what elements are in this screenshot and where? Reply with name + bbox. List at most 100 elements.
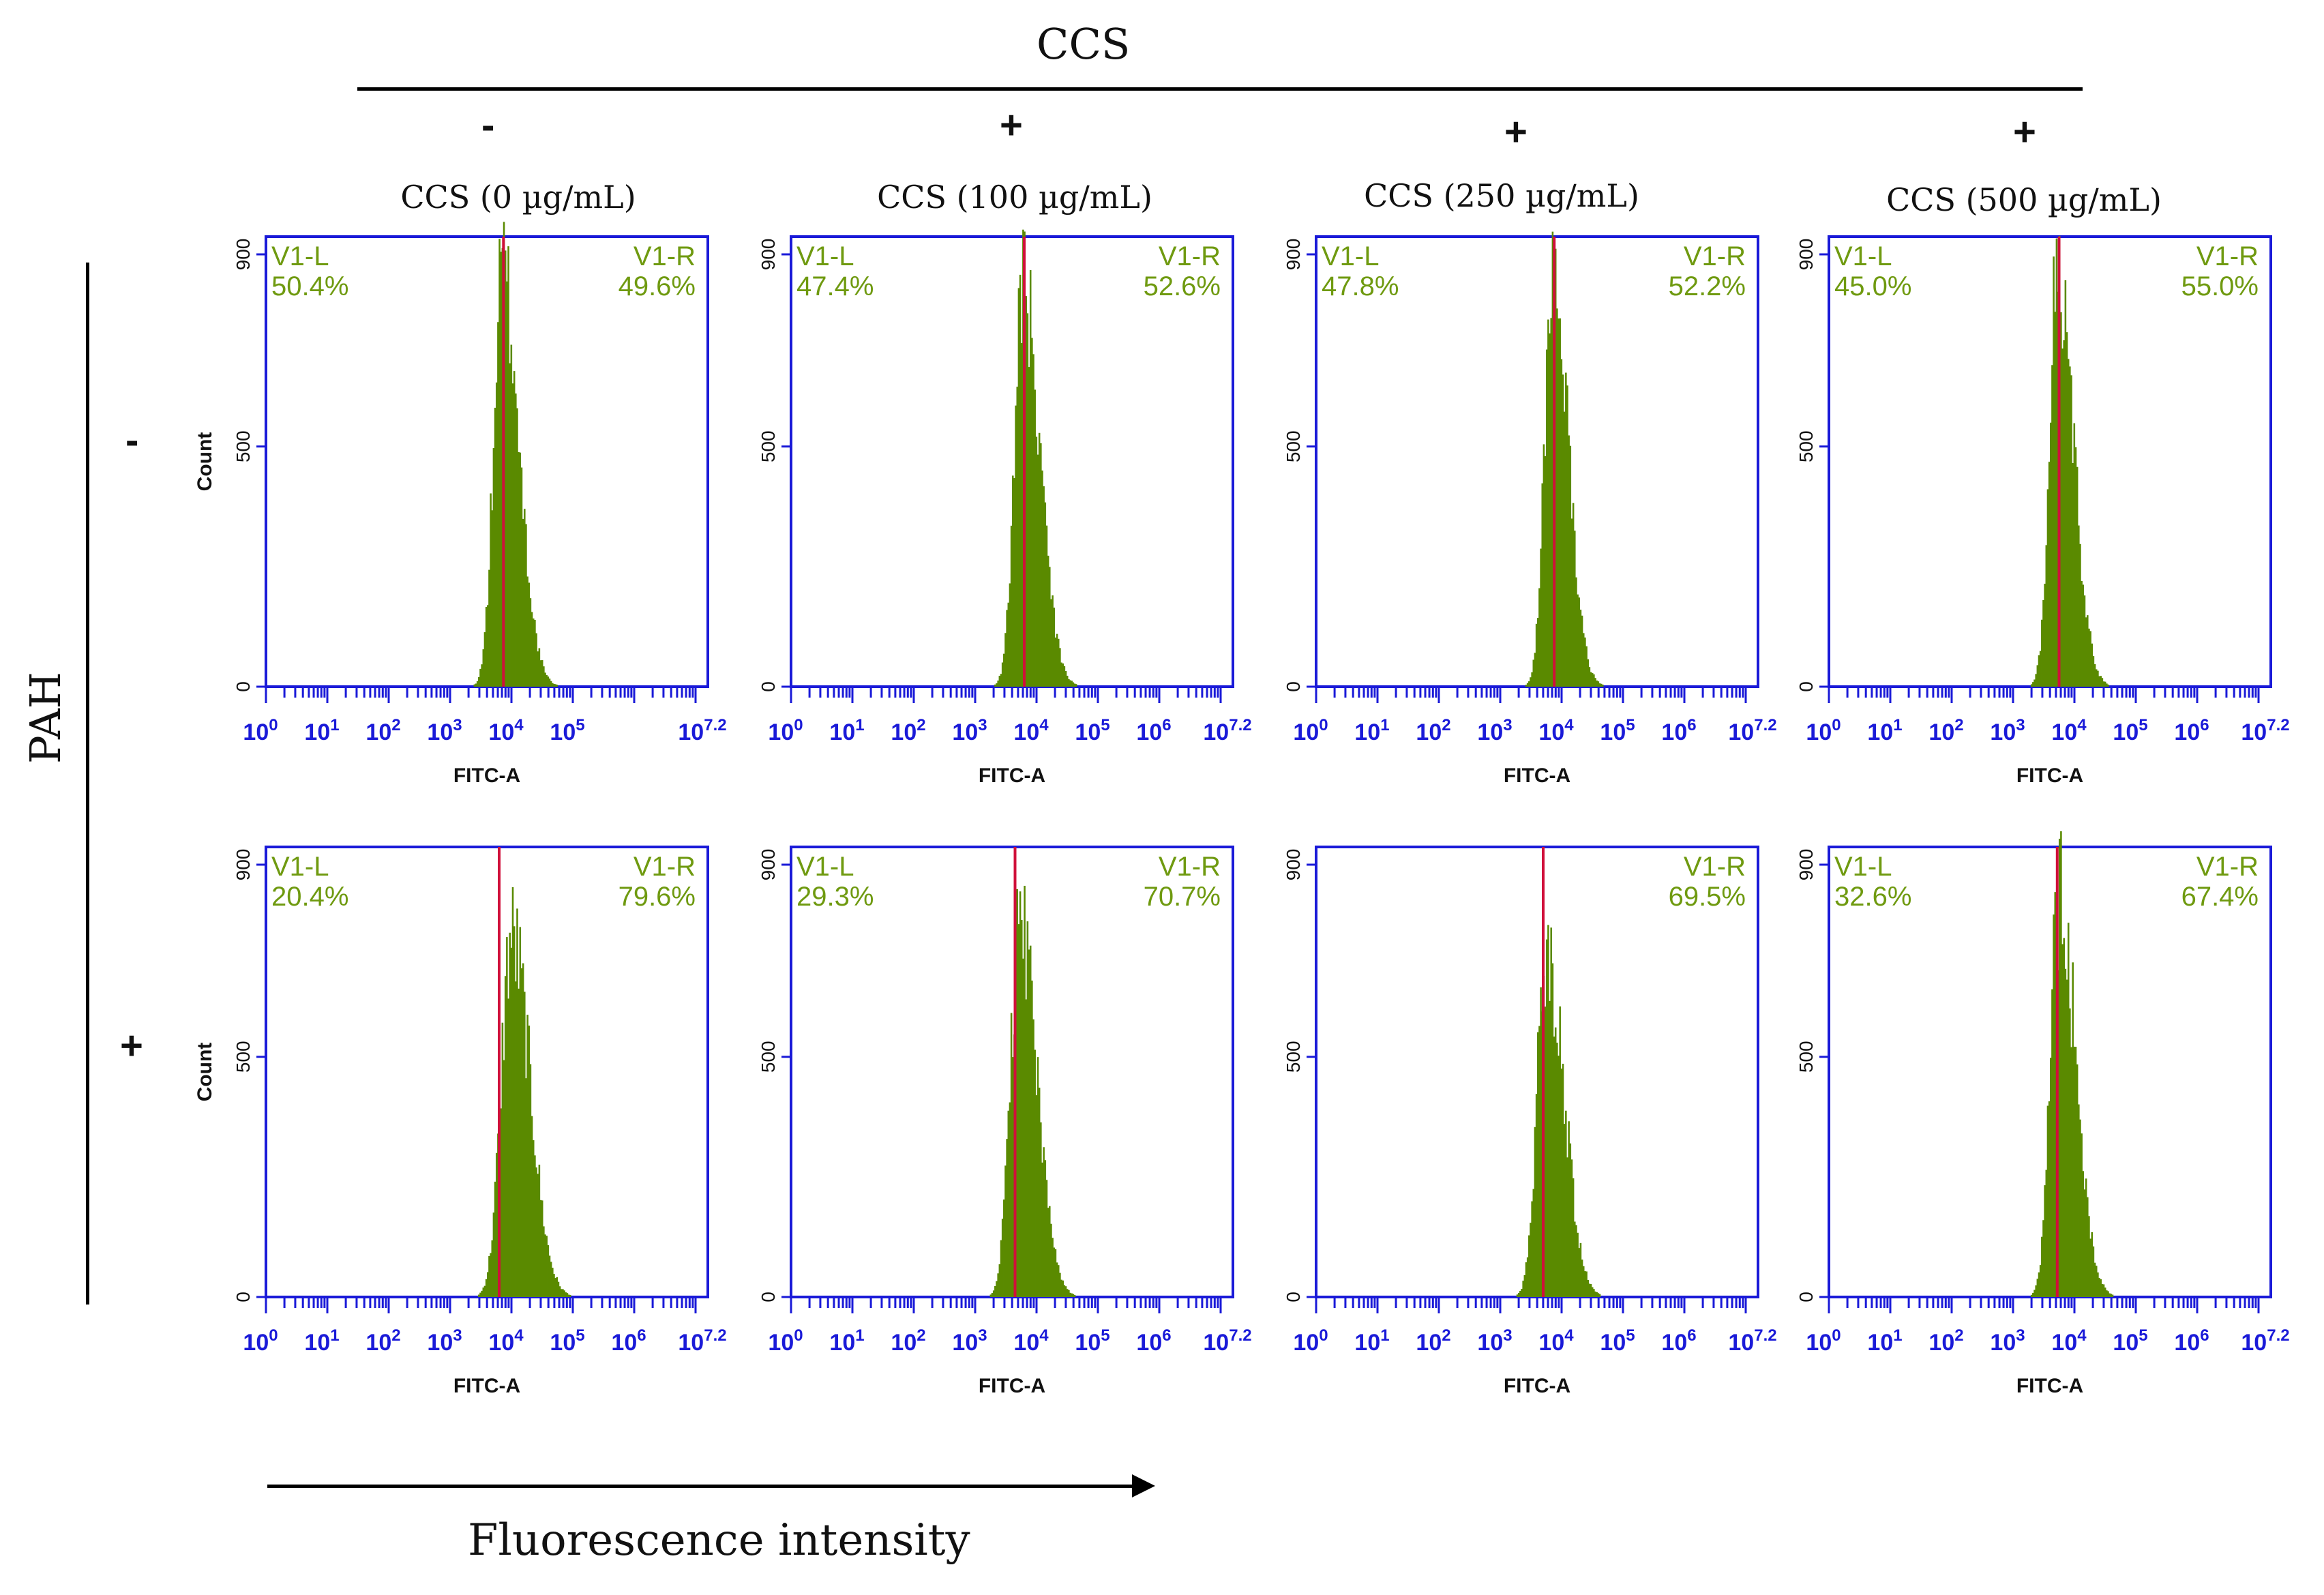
histogram-bar <box>522 518 524 687</box>
histogram-bar <box>1064 1286 1067 1297</box>
histogram-bar <box>2087 615 2089 687</box>
histogram-bar <box>500 1108 502 1297</box>
histogram-bar <box>518 988 520 1297</box>
histogram-bar <box>524 509 526 687</box>
right-gate-label: V1-R <box>634 241 696 271</box>
histogram-bar <box>2050 422 2052 687</box>
ccs-header: CCS <box>1037 19 1131 69</box>
left-gate-label: V1-L <box>1322 241 1380 271</box>
histogram-bar <box>2050 1058 2052 1297</box>
right-gate-value: 55.0% <box>2181 271 2259 301</box>
histogram-bar <box>537 1174 539 1297</box>
histogram-bar <box>497 322 499 687</box>
x-tick-label: 100 <box>243 1326 278 1356</box>
histogram-bar <box>481 664 483 687</box>
histogram-bar <box>1588 1283 1591 1297</box>
histogram-bar <box>1057 638 1060 687</box>
histogram-bar <box>1532 659 1535 687</box>
histogram-bar <box>1550 927 1552 1297</box>
histogram-bar <box>541 660 543 687</box>
histogram-bar <box>1596 1292 1598 1297</box>
histogram-bar <box>1064 671 1067 687</box>
histogram-bar <box>483 632 486 687</box>
histogram-bar <box>2053 914 2055 1297</box>
x-tick-label: 101 <box>304 1326 339 1356</box>
histogram-bar <box>524 992 526 1297</box>
histogram-bar <box>1538 1026 1540 1297</box>
histogram-bar <box>1072 682 1075 687</box>
y-tick-label: 0 <box>233 681 254 692</box>
x-tick-label: 107.2 <box>1203 716 1251 745</box>
histogram-bar <box>2053 256 2055 687</box>
histogram-bar <box>1044 1160 1047 1297</box>
histogram-bar <box>1045 1180 1048 1297</box>
histogram-bar <box>1037 454 1039 687</box>
histogram-bar <box>561 1289 563 1297</box>
x-tick-label: 101 <box>304 716 339 745</box>
histogram-bar <box>1593 674 1595 687</box>
histogram-bar <box>473 684 476 687</box>
histogram-bar <box>526 1015 528 1297</box>
histogram-bar <box>1056 633 1058 687</box>
histogram-bar <box>2087 1197 2089 1297</box>
histogram-bar <box>487 605 489 687</box>
histogram-bar <box>2088 628 2090 687</box>
histogram-bar <box>503 1060 505 1297</box>
histogram-bar <box>992 1290 995 1297</box>
histogram-bar <box>1545 349 1548 687</box>
histogram-bar <box>1562 1063 1564 1297</box>
histogram-bar <box>1541 483 1544 687</box>
panel-title-col2: CCS (100 µg/mL) <box>877 179 1152 215</box>
histogram-bar <box>1560 359 1563 687</box>
y-axis-label: Count <box>194 432 216 492</box>
histogram-bar <box>2074 1047 2077 1297</box>
histogram-bar <box>1066 675 1069 687</box>
histogram-bar <box>1581 1259 1583 1297</box>
histogram-bar <box>1528 1235 1530 1297</box>
left-gate-label: V1-L <box>796 241 854 271</box>
histogram-bar <box>1526 683 1529 687</box>
x-tick-label: 104 <box>2051 716 2087 745</box>
histogram-bar <box>2042 599 2044 687</box>
histogram-bar <box>2032 1292 2034 1297</box>
histogram-bar <box>1004 1165 1007 1297</box>
histogram-bar <box>2092 1246 2095 1297</box>
histogram-bar <box>1574 1221 1576 1297</box>
histogram-bar <box>1069 680 1071 687</box>
histogram-bar <box>1526 1257 1529 1297</box>
x-tick-label: 105 <box>550 716 584 745</box>
histogram-panel-r2c3: 0 500 900 100 101 102 103 104 105 106 107.2 FITC-A V… <box>1283 846 1777 1397</box>
histogram-bar <box>2048 462 2051 687</box>
histogram-bar <box>1034 1049 1036 1297</box>
histogram-bar <box>548 1255 551 1297</box>
histogram-bar <box>994 1285 996 1297</box>
histogram-bar <box>2030 684 2033 687</box>
x-tick-label: 106 <box>2174 716 2209 745</box>
histogram-bar <box>1559 318 1561 687</box>
histogram-bar <box>2095 669 2098 687</box>
histogram-bar <box>2092 656 2095 687</box>
histogram-bar <box>1532 1189 1535 1297</box>
histogram-bar <box>1035 1095 1038 1297</box>
histogram-bar <box>1073 683 1076 687</box>
histogram-bar <box>1545 939 1548 1297</box>
histogram-bar <box>1523 1274 1526 1297</box>
histogram-bar <box>1568 1121 1570 1297</box>
histogram-bar <box>1062 663 1064 687</box>
histogram-bar <box>991 1292 994 1297</box>
histogram-bar <box>2097 1272 2099 1297</box>
histogram-bar <box>1001 662 1004 687</box>
histogram-bar <box>1584 1271 1586 1297</box>
histogram-bar <box>2064 280 2067 687</box>
y-tick-label: 500 <box>758 1041 779 1073</box>
histogram-bar <box>1041 1162 1043 1297</box>
histogram-bar <box>487 1272 489 1297</box>
histogram-bar <box>1054 637 1057 687</box>
histogram-bar <box>1540 987 1542 1297</box>
histogram-bar <box>556 685 558 687</box>
ccs-sign-col2: + <box>1000 103 1023 147</box>
histogram-bar <box>1045 525 1048 687</box>
histogram-bar <box>475 683 477 687</box>
histogram-bar <box>1588 667 1591 687</box>
histogram-bar <box>504 976 507 1297</box>
